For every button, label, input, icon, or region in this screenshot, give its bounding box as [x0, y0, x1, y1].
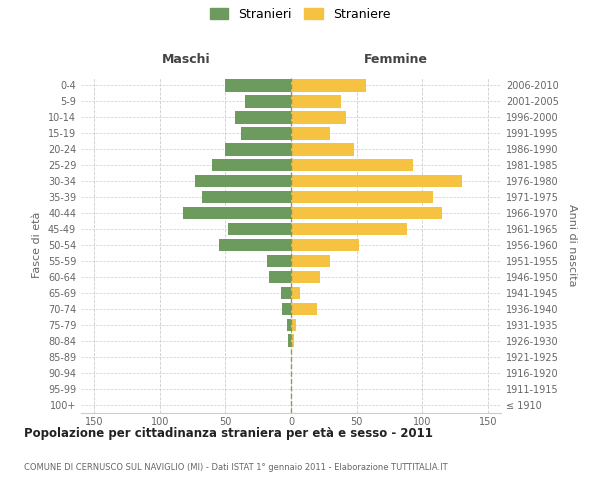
- Bar: [291, 111, 346, 124]
- Bar: [212, 159, 291, 172]
- Bar: [291, 159, 413, 172]
- Bar: [291, 318, 296, 331]
- Bar: [291, 175, 461, 188]
- Bar: [184, 207, 291, 220]
- Text: Popolazione per cittadinanza straniera per età e sesso - 2011: Popolazione per cittadinanza straniera p…: [24, 428, 433, 440]
- Bar: [291, 302, 317, 315]
- Text: Maschi: Maschi: [161, 54, 211, 66]
- Bar: [289, 334, 291, 347]
- Text: COMUNE DI CERNUSCO SUL NAVIGLIO (MI) - Dati ISTAT 1° gennaio 2011 - Elaborazione: COMUNE DI CERNUSCO SUL NAVIGLIO (MI) - D…: [24, 462, 448, 471]
- Bar: [291, 286, 300, 299]
- Legend: Stranieri, Straniere: Stranieri, Straniere: [205, 2, 395, 26]
- Bar: [281, 286, 291, 299]
- Bar: [245, 95, 291, 108]
- Bar: [291, 270, 320, 283]
- Bar: [269, 270, 291, 283]
- Bar: [291, 143, 354, 156]
- Bar: [226, 143, 291, 156]
- Bar: [282, 302, 291, 315]
- Bar: [291, 334, 293, 347]
- Bar: [291, 95, 341, 108]
- Bar: [291, 80, 366, 92]
- Bar: [226, 80, 291, 92]
- Bar: [291, 191, 433, 203]
- Bar: [268, 254, 291, 267]
- Y-axis label: Anni di nascita: Anni di nascita: [567, 204, 577, 286]
- Bar: [195, 175, 291, 188]
- Bar: [291, 127, 331, 140]
- Bar: [291, 223, 407, 235]
- Bar: [287, 318, 291, 331]
- Bar: [228, 223, 291, 235]
- Bar: [202, 191, 291, 203]
- Bar: [241, 127, 291, 140]
- Bar: [291, 207, 442, 220]
- Bar: [235, 111, 291, 124]
- Bar: [291, 254, 331, 267]
- Text: Femmine: Femmine: [364, 54, 428, 66]
- Bar: [291, 239, 359, 251]
- Y-axis label: Fasce di età: Fasce di età: [32, 212, 42, 278]
- Bar: [219, 239, 291, 251]
